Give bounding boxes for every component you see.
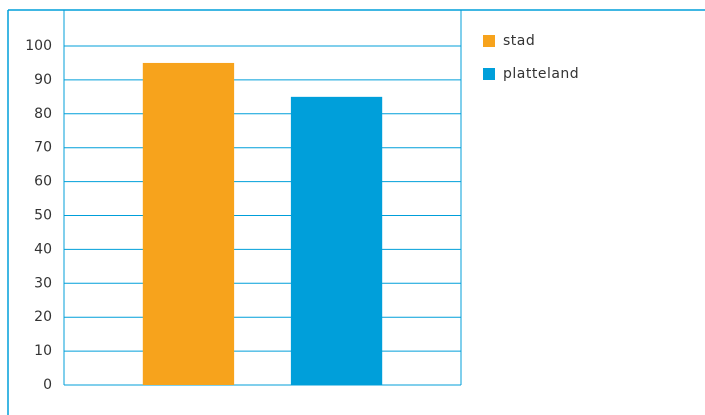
y-tick-label: 0	[43, 377, 52, 393]
bar	[142, 62, 235, 385]
y-tick-label: 40	[34, 241, 52, 257]
y-tick-label: 60	[34, 174, 52, 190]
legend-label: stad	[503, 33, 535, 49]
y-tick-label: 30	[34, 275, 52, 291]
legend-swatch	[483, 68, 495, 80]
y-tick-label: 80	[34, 106, 52, 122]
bar	[290, 96, 383, 385]
y-tick-label: 20	[34, 309, 52, 325]
y-tick-label: 70	[34, 140, 52, 156]
legend-label: platteland	[503, 66, 579, 82]
y-tick-label: 50	[34, 208, 52, 224]
y-tick-label: 100	[25, 38, 52, 54]
y-tick-label: 10	[34, 343, 52, 359]
y-tick-label: 90	[34, 72, 52, 88]
legend-swatch	[483, 35, 495, 47]
